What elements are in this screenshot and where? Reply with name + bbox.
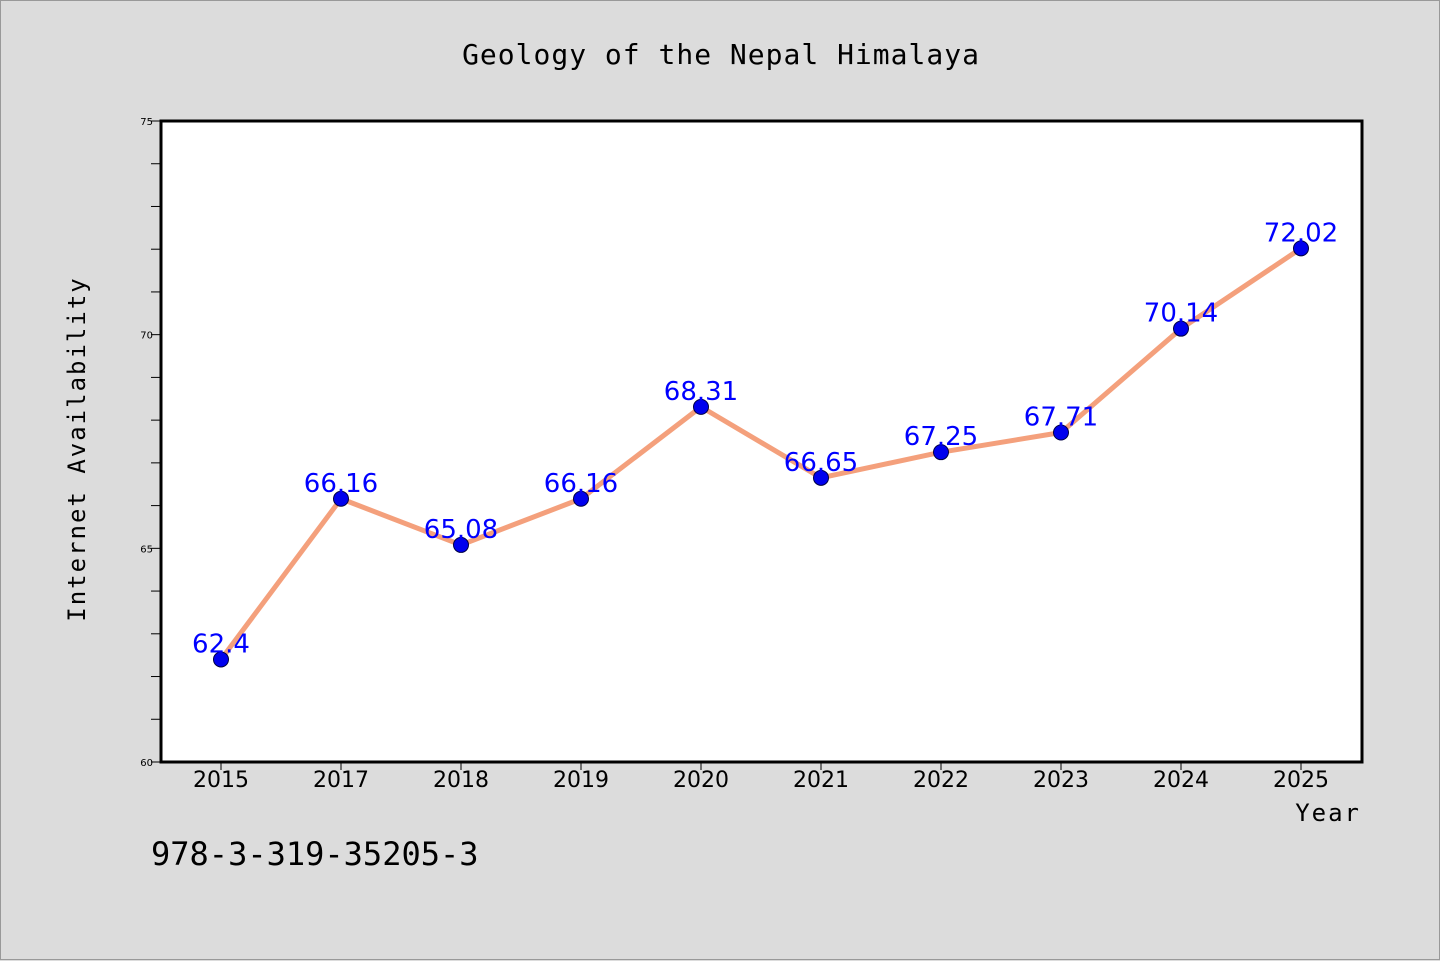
x-tick-label: 2021 — [793, 768, 849, 793]
data-point — [453, 536, 469, 553]
y-axis-ticks: 60 65 70 75 — [140, 117, 161, 769]
data-point — [213, 651, 229, 668]
data-label: 66.65 — [784, 448, 858, 478]
x-tick-label: 2017 — [313, 768, 369, 793]
data-label: 66.16 — [304, 469, 378, 499]
x-tick-label: 2022 — [913, 768, 969, 793]
y-tick-label: 70 — [140, 331, 153, 342]
series-layer: 62.4 66.16 65.08 66.16 68.31 66.65 67.25 67.71 7… — [192, 218, 1338, 668]
data-point — [573, 490, 589, 507]
data-point — [1173, 320, 1189, 337]
x-tick-label: 2023 — [1033, 768, 1089, 793]
data-label: 72.02 — [1264, 218, 1338, 248]
x-axis-label: Year — [1295, 799, 1361, 827]
data-point — [1293, 240, 1309, 257]
x-tick-label: 2020 — [673, 768, 729, 793]
x-tick-label: 2018 — [433, 768, 489, 793]
y-tick-label: 65 — [140, 544, 153, 555]
series-line — [218, 246, 1303, 661]
x-axis-ticks: 2015 2017 2018 2019 2020 2021 2022 2023 2024 2025 — [193, 762, 1329, 793]
data-label: 62.4 — [192, 629, 250, 659]
x-tick-label: 2019 — [553, 768, 609, 793]
data-label: 70.14 — [1144, 299, 1218, 329]
data-point — [933, 444, 949, 461]
data-point — [813, 469, 829, 486]
x-tick-label: 2024 — [1153, 768, 1209, 793]
x-tick-label: 2025 — [1273, 768, 1329, 793]
data-label: 67.25 — [904, 422, 978, 452]
y-axis-label: Internet Availability — [63, 276, 91, 621]
data-label: 65.08 — [424, 515, 498, 545]
x-tick-label: 2015 — [193, 768, 249, 793]
chart-title: Geology of the Nepal Himalaya — [462, 38, 980, 71]
data-point — [333, 490, 349, 507]
data-label: 66.16 — [544, 469, 618, 499]
y-tick-label: 60 — [140, 758, 153, 769]
data-label: 68.31 — [664, 377, 738, 407]
isbn-text: 978-3-319-35205-3 — [151, 835, 479, 873]
data-point — [693, 398, 709, 415]
y-tick-label: 75 — [140, 117, 153, 128]
data-label: 67.71 — [1024, 403, 1098, 433]
data-point — [1053, 424, 1069, 441]
